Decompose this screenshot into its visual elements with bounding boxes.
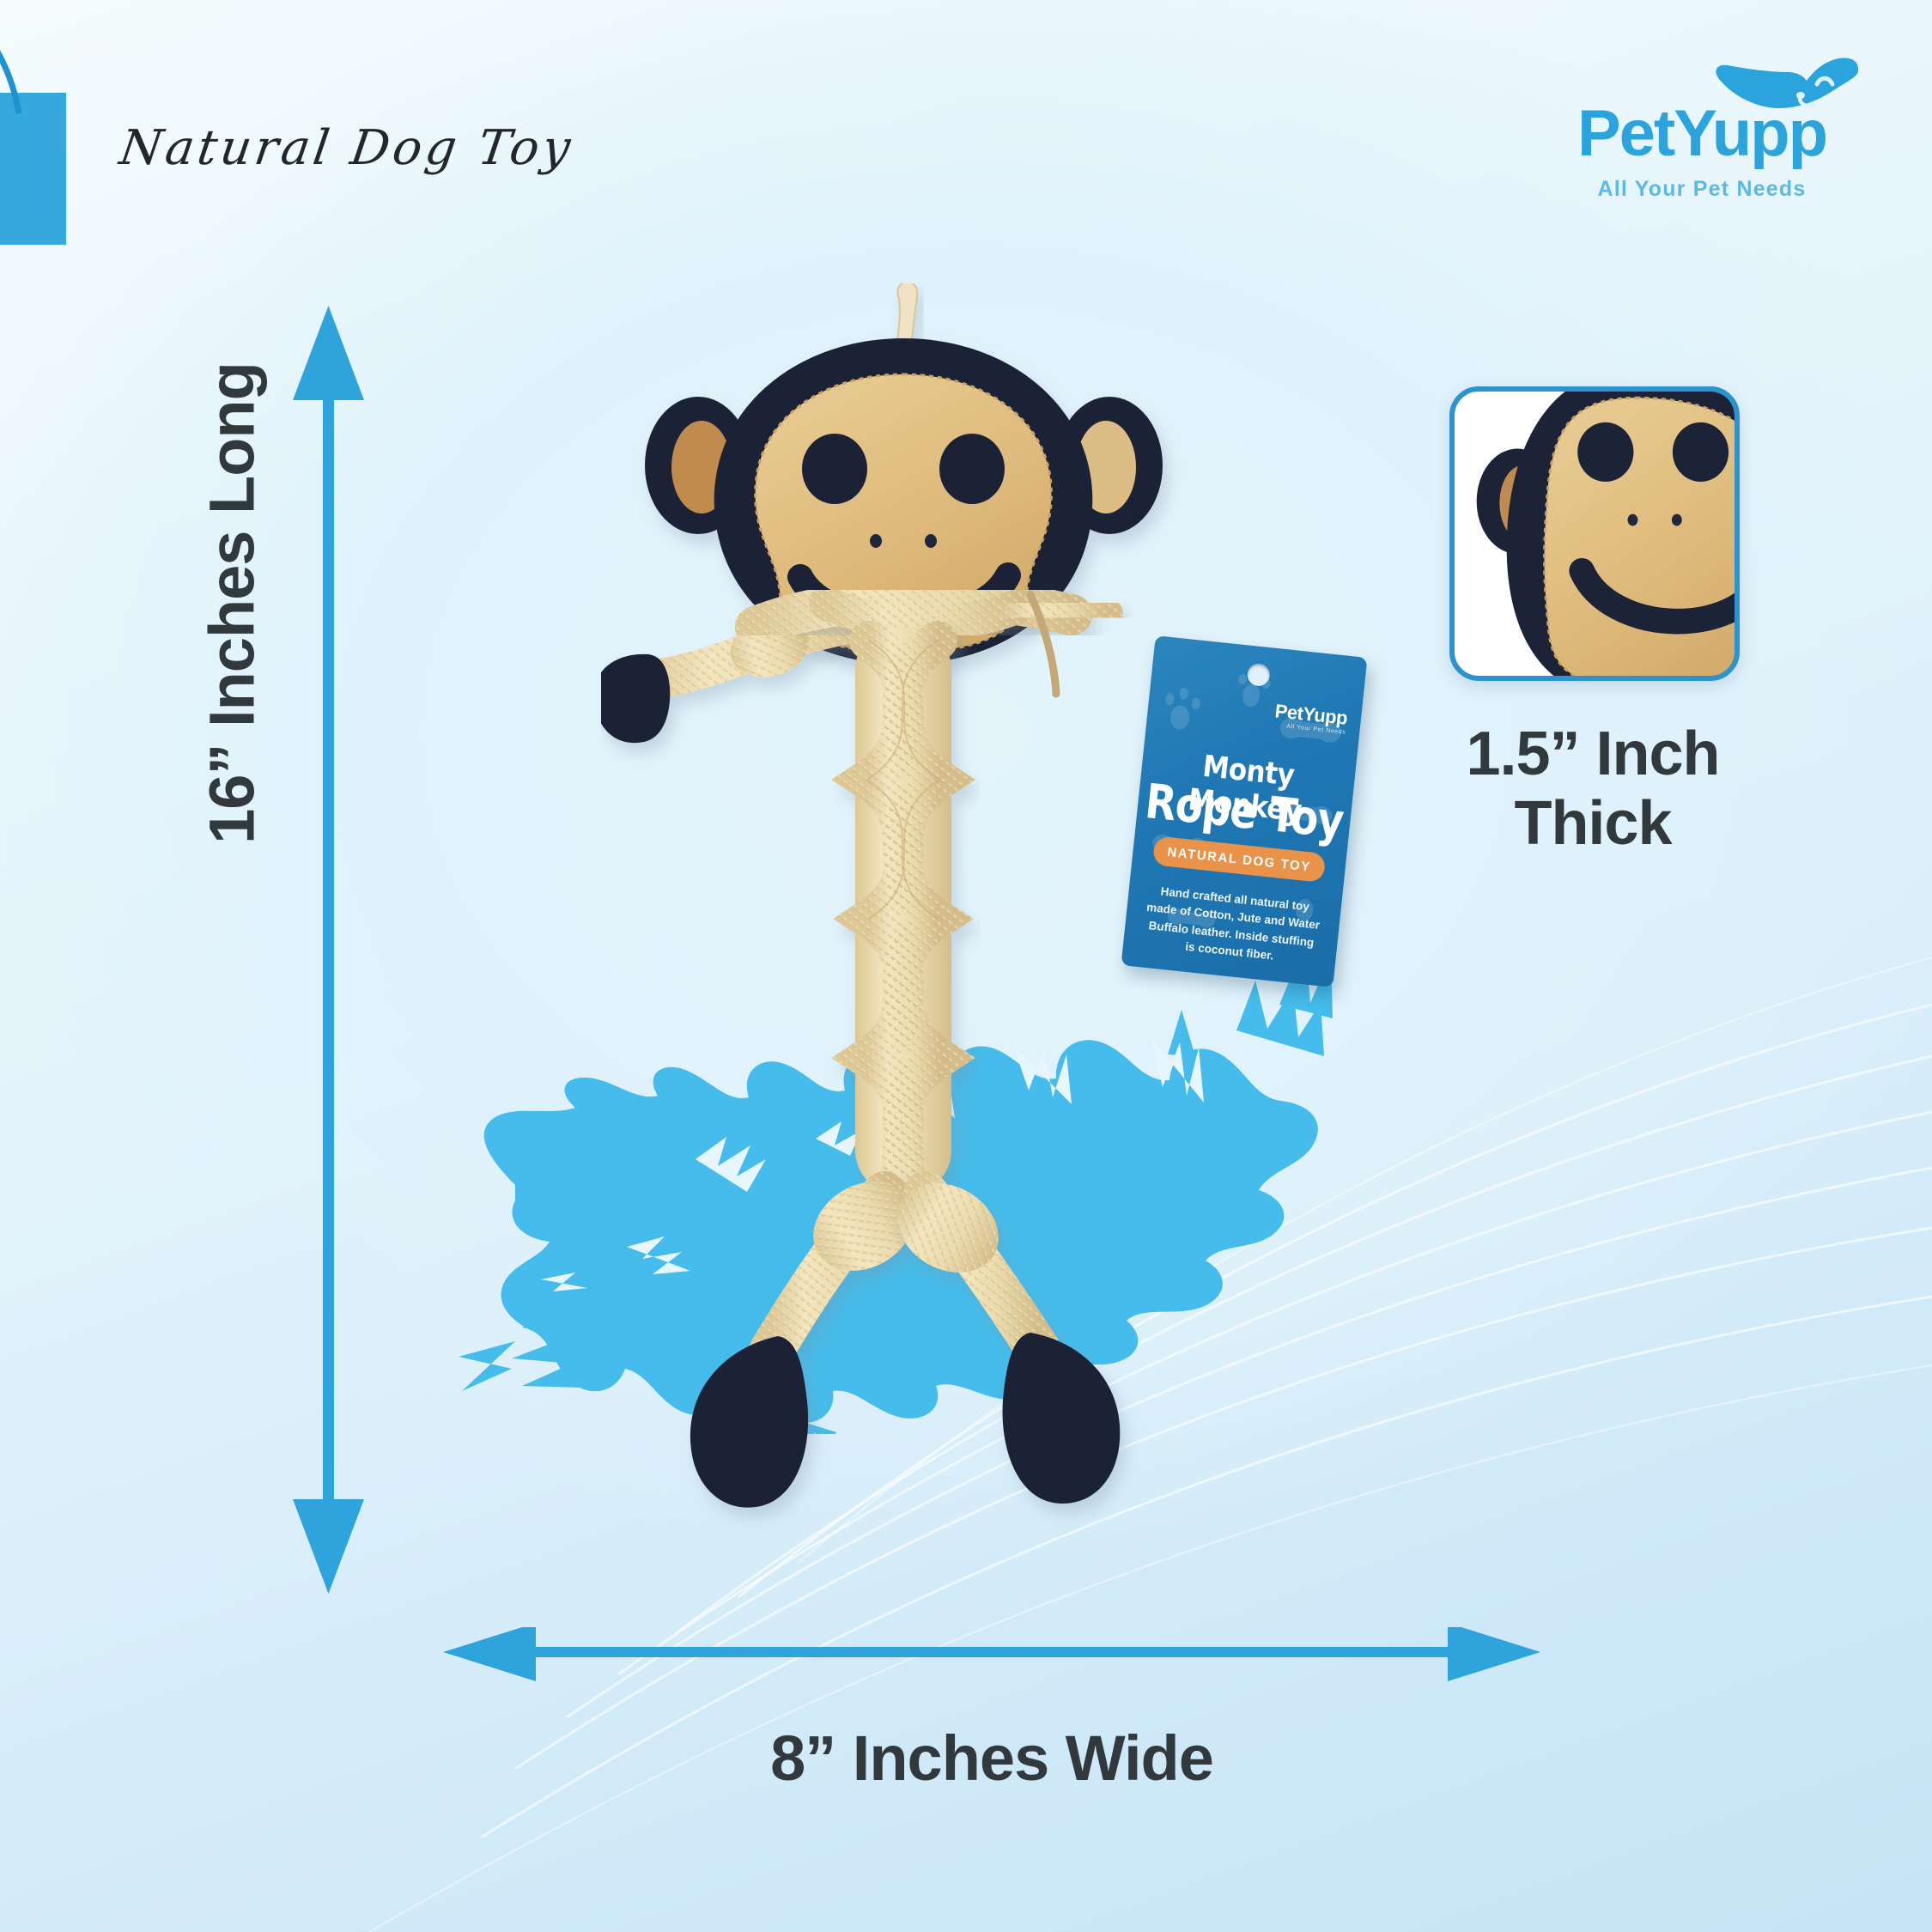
callout-arrow-icon [0, 50, 22, 114]
tag-string [1026, 590, 1060, 698]
thickness-label-line1: 1.5” Inch [1466, 720, 1720, 788]
product-hang-tag: PetYupp All Your Pet Needs Monty Monkey … [1121, 635, 1368, 987]
width-dimension-arrow [443, 1627, 1540, 1681]
length-dimension-arrow [293, 306, 364, 1594]
brand-name: PetYupp [1577, 97, 1828, 170]
monkey-leg-left [690, 1171, 914, 1508]
monkey-leg-right [897, 1171, 1121, 1504]
length-label: 16” Inches Long [196, 362, 268, 844]
product-closeup-callout [1449, 386, 1740, 681]
monkey-braided-body [831, 616, 975, 1210]
monkey-arm-right [986, 586, 1123, 634]
brand-logo: PetYupp All Your Pet Needs [1539, 58, 1865, 202]
width-label: 8” Inches Wide [770, 1722, 1214, 1794]
monkey-face-closeup [1476, 392, 1735, 676]
page-title: Natural Dog Toy [116, 120, 578, 176]
thickness-label: 1.5” Inch Thick [1408, 720, 1777, 858]
monkey-rope-toy [601, 283, 1163, 1508]
brand-tagline: All Your Pet Needs [1597, 177, 1807, 201]
thickness-label-line2: Thick [1514, 788, 1672, 858]
header-accent-block [0, 93, 66, 245]
dog-head-icon [1716, 58, 1858, 108]
